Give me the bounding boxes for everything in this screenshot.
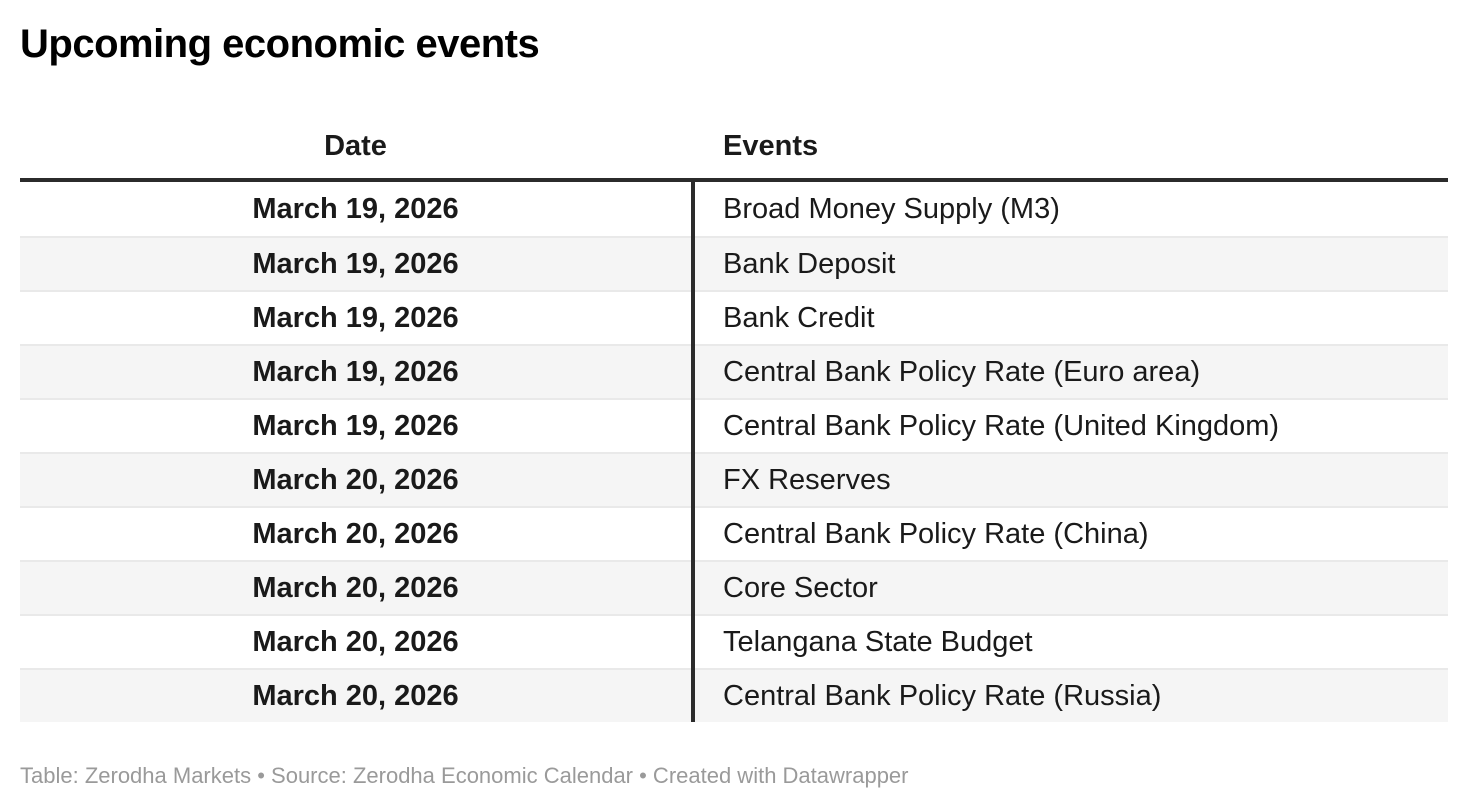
date-cell: March 19, 2026 [252,301,459,334]
event-cell: Bank Credit [723,301,875,334]
event-cell: Broad Money Supply (M3) [723,192,1060,225]
date-cell: March 19, 2026 [252,409,459,442]
date-cell: March 20, 2026 [252,571,459,604]
column-header-date: Date [324,129,387,162]
table-header: Date Events [20,114,1448,182]
table-row: March 20, 2026 Central Bank Policy Rate (… [20,506,1448,560]
page-title: Upcoming economic events [20,22,540,66]
event-cell: Telangana State Budget [723,625,1033,658]
table-row: March 20, 2026 Telangana State Budget [20,614,1448,668]
event-cell: Central Bank Policy Rate (China) [723,517,1149,550]
event-cell: Central Bank Policy Rate (Euro area) [723,355,1201,388]
event-cell: Bank Deposit [723,247,896,280]
date-cell: March 19, 2026 [252,192,459,225]
table-row: March 20, 2026 FX Reserves [20,452,1448,506]
date-cell: March 19, 2026 [252,355,459,388]
event-cell: FX Reserves [723,463,891,496]
table-chart: Upcoming economic events Date Events Mar… [20,22,1448,788]
table-row: March 19, 2026 Central Bank Policy Rate (… [20,344,1448,398]
event-cell: Central Bank Policy Rate (Russia) [723,679,1162,712]
event-cell: Core Sector [723,571,878,604]
date-cell: March 20, 2026 [252,625,459,658]
date-cell: March 20, 2026 [252,679,459,712]
table-row: March 19, 2026 Broad Money Supply (M3) [20,182,1448,236]
table-body: March 19, 2026 Broad Money Supply (M3) Mar… [20,182,1448,722]
event-cell: Central Bank Policy Rate (United Kingdom… [723,409,1280,442]
table-row: March 19, 2026 Central Bank Policy Rate (… [20,398,1448,452]
column-header-events: Events [723,129,819,162]
table-row: March 19, 2026 Bank Deposit [20,236,1448,290]
table-row: March 20, 2026 Central Bank Policy Rate (… [20,668,1448,722]
date-cell: March 20, 2026 [252,463,459,496]
footer-credits: Table: Zerodha Markets • Source: Zerodha… [20,763,909,788]
date-cell: March 19, 2026 [252,247,459,280]
column-divider [691,182,695,722]
table-row: March 20, 2026 Core Sector [20,560,1448,614]
date-cell: March 20, 2026 [252,517,459,550]
table-row: March 19, 2026 Bank Credit [20,290,1448,344]
